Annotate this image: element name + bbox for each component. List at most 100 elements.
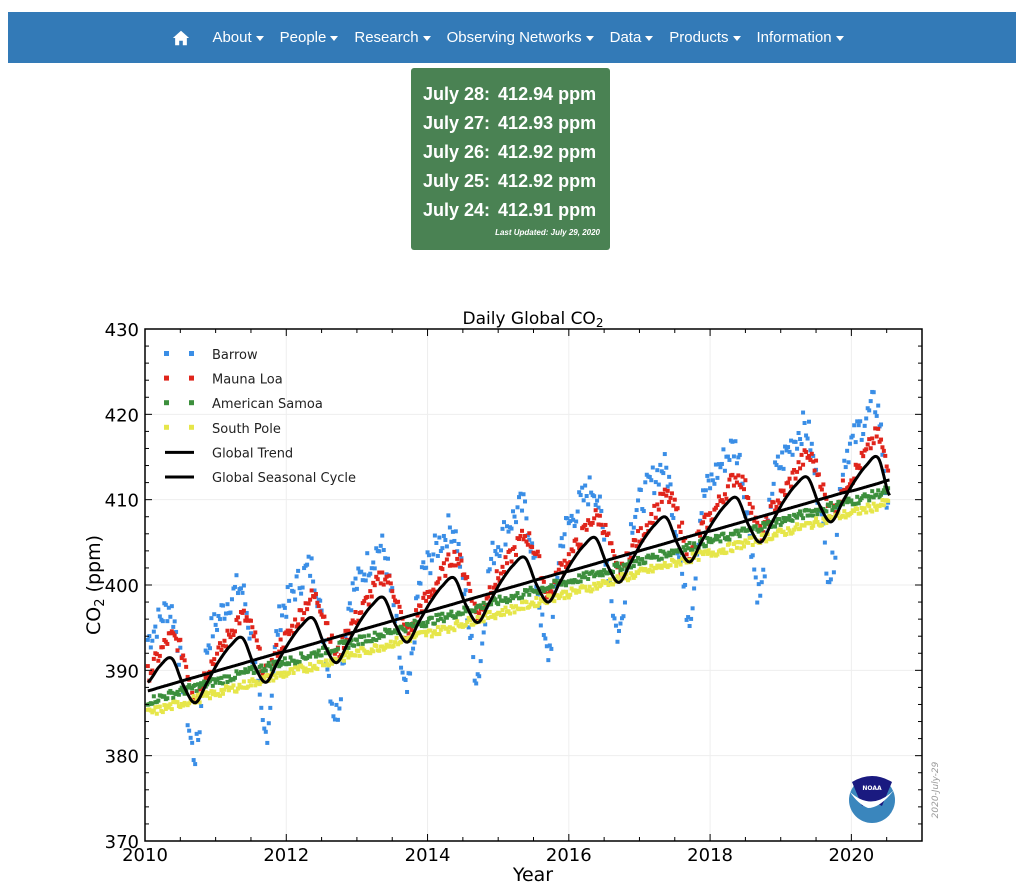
barrow-point — [432, 533, 437, 538]
nav-information[interactable]: Information — [749, 29, 852, 46]
mauna-loa-point — [151, 656, 156, 661]
barrow-point — [306, 554, 311, 559]
mauna-loa-point — [205, 674, 210, 679]
american-samoa-point — [667, 550, 672, 555]
barrow-point — [842, 458, 847, 463]
barrow-point — [845, 448, 850, 453]
american-samoa-point — [312, 650, 317, 655]
nav-observing-networks[interactable]: Observing Networks — [439, 29, 602, 46]
south-pole-point — [483, 613, 488, 618]
american-samoa-point — [596, 570, 601, 575]
nav-about[interactable]: About — [204, 29, 271, 46]
barrow-point — [824, 571, 829, 576]
barrow-point — [755, 600, 760, 605]
south-pole-point — [674, 563, 679, 568]
south-pole-point — [391, 643, 396, 648]
south-pole-point — [360, 646, 365, 651]
barrow-point — [865, 406, 870, 411]
x-tick-label: 2016 — [546, 845, 592, 866]
south-pole-point — [527, 604, 532, 609]
mauna-loa-point — [713, 505, 718, 510]
mauna-loa-point — [884, 464, 889, 469]
barrow-point — [500, 526, 505, 531]
mauna-loa-point — [656, 507, 661, 512]
mauna-loa-point — [637, 539, 642, 544]
south-pole-point — [356, 649, 361, 654]
american-samoa-point — [658, 548, 663, 553]
legend-label: Global Trend — [212, 446, 293, 461]
south-pole-point — [795, 522, 800, 527]
mauna-loa-point — [658, 491, 663, 496]
nav-data[interactable]: Data — [602, 29, 662, 46]
south-pole-point — [778, 527, 783, 532]
south-pole-point — [463, 623, 468, 628]
nav-products[interactable]: Products — [661, 29, 748, 46]
barrow-point — [411, 646, 416, 651]
barrow-point — [412, 640, 417, 645]
mauna-loa-point — [793, 476, 798, 481]
mauna-loa-point — [612, 554, 617, 559]
home-icon[interactable] — [172, 29, 190, 47]
south-pole-point — [862, 506, 867, 511]
barrow-point — [225, 602, 230, 607]
barrow-point — [302, 566, 307, 571]
american-samoa-point — [683, 548, 688, 553]
south-pole-point — [290, 667, 295, 672]
nav-research[interactable]: Research — [346, 29, 438, 46]
american-samoa-point — [741, 526, 746, 531]
barrow-point — [667, 474, 672, 479]
south-pole-point — [468, 618, 473, 623]
american-samoa-point — [559, 582, 564, 587]
barrow-point — [329, 701, 334, 706]
american-samoa-point — [759, 527, 764, 532]
daily-value: 412.91 ppm — [498, 200, 597, 220]
american-samoa-point — [202, 679, 207, 684]
american-samoa-point — [182, 691, 187, 696]
mauna-loa-point — [737, 482, 742, 487]
barrow-point — [753, 575, 758, 580]
barrow-point — [758, 593, 763, 598]
south-pole-point — [708, 551, 713, 556]
caret-down-icon — [835, 35, 844, 41]
barrow-point — [494, 552, 499, 557]
american-samoa-point — [489, 602, 494, 607]
barrow-point — [434, 541, 439, 546]
south-pole-point — [590, 587, 595, 592]
barrow-point — [378, 543, 383, 548]
barrow-point — [385, 556, 390, 561]
south-pole-point — [819, 523, 824, 528]
south-pole-point — [387, 643, 392, 648]
south-pole-point — [727, 541, 732, 546]
south-pole-point — [475, 614, 480, 619]
american-samoa-point — [225, 679, 230, 684]
south-pole-point — [300, 665, 305, 670]
barrow-point — [701, 488, 706, 493]
south-pole-point — [610, 582, 615, 587]
barrow-point — [850, 433, 855, 438]
south-pole-point — [528, 602, 533, 607]
american-samoa-point — [665, 553, 670, 558]
nav-people[interactable]: People — [272, 29, 347, 46]
mauna-loa-point — [435, 580, 440, 585]
barrow-point — [166, 605, 171, 610]
mauna-loa-point — [667, 500, 672, 505]
south-pole-point — [315, 666, 320, 671]
south-pole-point — [303, 666, 308, 671]
american-samoa-point — [196, 682, 201, 687]
barrow-point — [804, 433, 809, 438]
barrow-point — [318, 598, 323, 603]
south-pole-point — [453, 621, 458, 626]
south-pole-point — [175, 700, 180, 705]
south-pole-point — [627, 576, 632, 581]
american-samoa-point — [216, 676, 221, 681]
american-samoa-point — [424, 623, 429, 628]
barrow-point — [447, 525, 452, 530]
south-pole-point — [202, 692, 207, 697]
south-pole-point — [696, 557, 701, 562]
barrow-point — [662, 452, 667, 457]
barrow-point — [631, 525, 636, 530]
american-samoa-point — [708, 536, 713, 541]
mauna-loa-point — [299, 608, 304, 613]
barrow-point — [698, 518, 703, 523]
